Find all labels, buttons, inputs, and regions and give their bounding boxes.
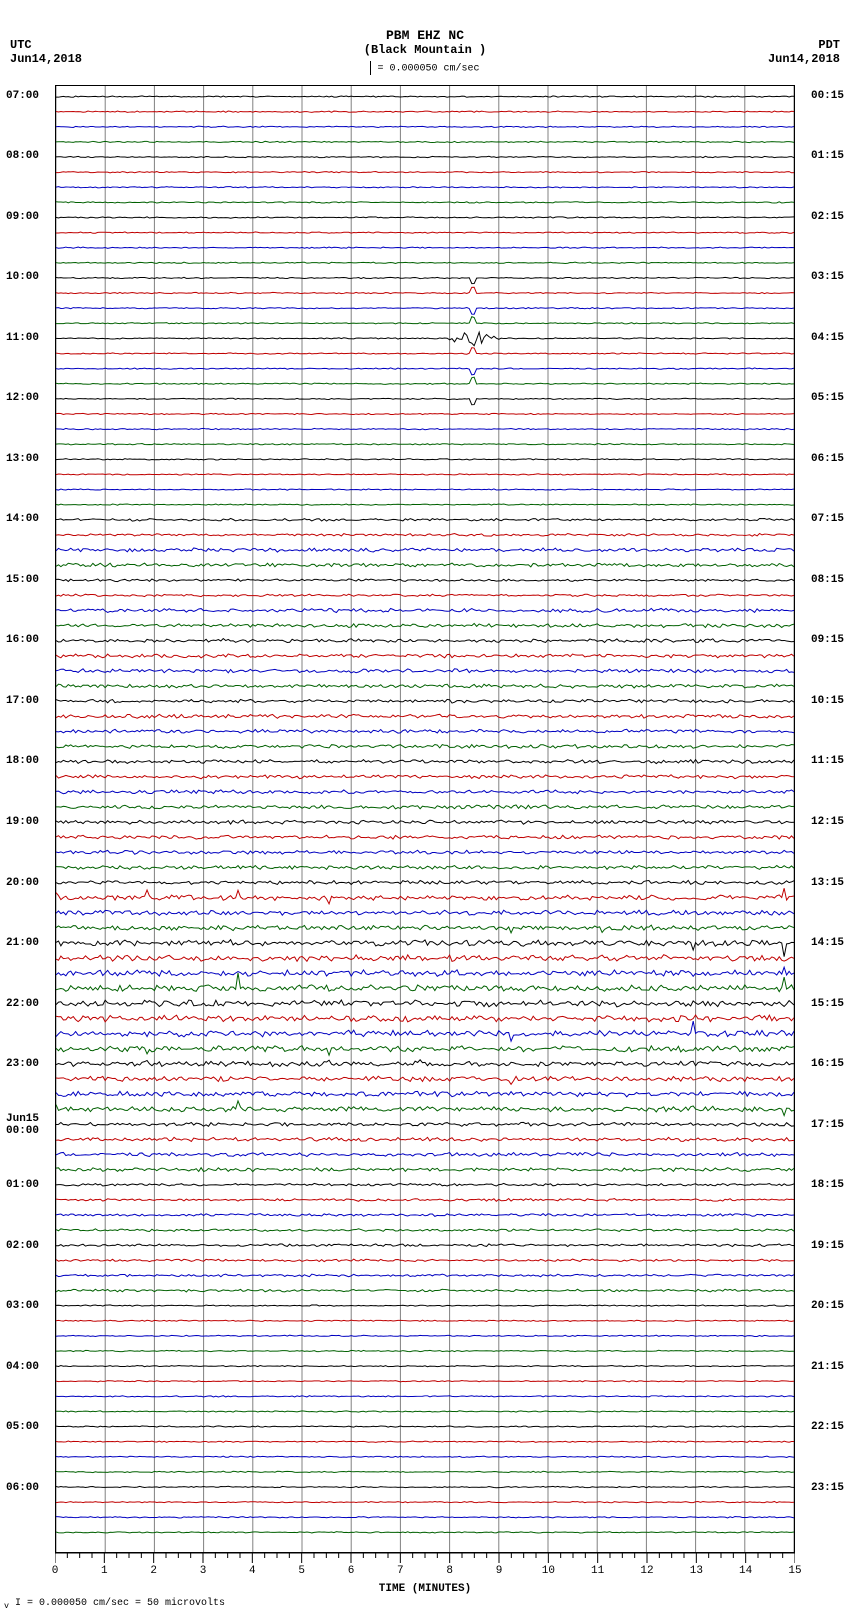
x-tick-label: 5 (298, 1565, 305, 1577)
left-time-label: 05:00 (6, 1421, 39, 1433)
x-tick-label: 6 (348, 1565, 355, 1577)
x-tick-label: 1 (101, 1565, 108, 1577)
right-time-label: 15:15 (811, 998, 844, 1010)
left-time-label: 23:00 (6, 1058, 39, 1070)
left-time-label: 22:00 (6, 998, 39, 1010)
x-tick-label: 7 (397, 1565, 404, 1577)
x-tick-label: 8 (446, 1565, 453, 1577)
x-tick-label: 0 (52, 1565, 59, 1577)
right-time-label: 03:15 (811, 271, 844, 283)
x-tick-label: 3 (200, 1565, 207, 1577)
station-code: PBM EHZ NC (0, 0, 850, 43)
left-time-label: 07:00 (6, 90, 39, 102)
right-time-label: 21:15 (811, 1361, 844, 1373)
x-axis-title: TIME (MINUTES) (379, 1583, 471, 1595)
left-time-label: 01:00 (6, 1179, 39, 1191)
left-time-label: 13:00 (6, 453, 39, 465)
x-axis-ticks (55, 1553, 795, 1567)
left-time-label: 06:00 (6, 1482, 39, 1494)
right-time-label: 18:15 (811, 1179, 844, 1191)
left-time-label: 17:00 (6, 695, 39, 707)
left-time-label: 11:00 (6, 332, 39, 344)
plot-area (55, 85, 795, 1553)
left-time-label: 18:00 (6, 755, 39, 767)
right-time-label: 20:15 (811, 1300, 844, 1312)
tz-right-block: PDT Jun14,2018 (768, 38, 840, 66)
tz-right-name: PDT (768, 38, 840, 52)
right-time-label: 00:15 (811, 90, 844, 102)
right-time-label: 01:15 (811, 150, 844, 162)
right-time-label: 10:15 (811, 695, 844, 707)
right-time-label: 17:15 (811, 1119, 844, 1131)
right-time-label: 08:15 (811, 574, 844, 586)
left-time-label: 10:00 (6, 271, 39, 283)
x-tick-label: 11 (591, 1565, 604, 1577)
right-time-label: 07:15 (811, 513, 844, 525)
left-time-label: 03:00 (6, 1300, 39, 1312)
left-time-label: 12:00 (6, 392, 39, 404)
right-time-label: 09:15 (811, 634, 844, 646)
left-time-label: 09:00 (6, 211, 39, 223)
left-time-label: 04:00 (6, 1361, 39, 1373)
x-axis: 0123456789101112131415 (55, 1553, 795, 1583)
footer-scale-text: v I = 0.000050 cm/sec = 50 microvolts (4, 1598, 225, 1611)
right-time-label: 23:15 (811, 1482, 844, 1494)
left-time-label: 08:00 (6, 150, 39, 162)
x-tick-label: 2 (150, 1565, 157, 1577)
tz-left-block: UTC Jun14,2018 (10, 38, 82, 66)
left-time-label: 20:00 (6, 877, 39, 889)
x-tick-label: 12 (640, 1565, 653, 1577)
scale-text: = 0.000050 cm/sec (377, 64, 479, 75)
x-tick-label: 10 (542, 1565, 555, 1577)
right-time-label: 19:15 (811, 1240, 844, 1252)
right-time-label: 11:15 (811, 755, 844, 767)
right-time-label: 04:15 (811, 332, 844, 344)
scale-indicator: = 0.000050 cm/sec (0, 61, 850, 75)
left-time-label: 16:00 (6, 634, 39, 646)
x-tick-label: 14 (739, 1565, 752, 1577)
right-time-label: 22:15 (811, 1421, 844, 1433)
seismogram-container: UTC Jun14,2018 PDT Jun14,2018 PBM EHZ NC… (0, 0, 850, 1613)
x-tick-label: 13 (690, 1565, 703, 1577)
tz-right-date: Jun14,2018 (768, 52, 840, 66)
tz-left-date: Jun14,2018 (10, 52, 82, 66)
right-time-label: 05:15 (811, 392, 844, 404)
right-time-label: 02:15 (811, 211, 844, 223)
x-tick-label: 4 (249, 1565, 256, 1577)
right-time-label: 13:15 (811, 877, 844, 889)
left-time-label: 19:00 (6, 816, 39, 828)
left-time-label: 14:00 (6, 513, 39, 525)
station-name: (Black Mountain ) (0, 43, 850, 57)
left-time-label: Jun1500:00 (6, 1113, 39, 1137)
seismogram-svg (56, 86, 794, 1552)
left-time-label: 21:00 (6, 937, 39, 949)
right-time-label: 06:15 (811, 453, 844, 465)
x-tick-label: 15 (788, 1565, 801, 1577)
right-time-label: 16:15 (811, 1058, 844, 1070)
left-time-label: 02:00 (6, 1240, 39, 1252)
x-tick-label: 9 (496, 1565, 503, 1577)
right-time-label: 14:15 (811, 937, 844, 949)
tz-left-name: UTC (10, 38, 82, 52)
left-time-label: 15:00 (6, 574, 39, 586)
right-time-label: 12:15 (811, 816, 844, 828)
